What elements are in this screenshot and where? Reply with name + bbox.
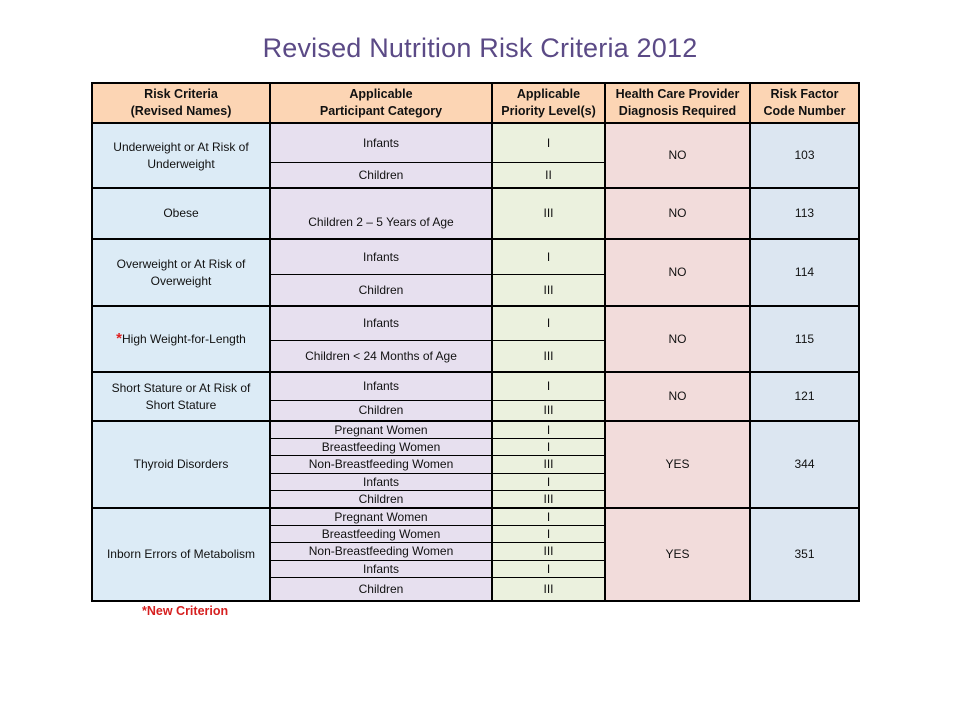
risk-criteria-cell: Inborn Errors of Metabolism [91, 506, 271, 603]
code-number-cell: 114 [749, 238, 860, 307]
priority-level-cell: II [491, 161, 606, 189]
code-number-cell: 113 [749, 187, 860, 240]
code-number-cell: 121 [749, 371, 860, 422]
participant-category-cell: Pregnant Women [269, 506, 493, 527]
risk-criteria-cell: Short Stature or At Risk of Short Statur… [91, 371, 271, 422]
participant-category-cell: Breastfeeding Women [269, 525, 493, 544]
priority-level-cell: I [491, 371, 606, 401]
table-row: Infants I [92, 559, 859, 578]
risk-criteria-cell: Thyroid Disorders [91, 420, 271, 509]
diagnosis-required-cell: NO [604, 122, 751, 189]
participant-category-cell: Breastfeeding Women [269, 438, 493, 457]
table-row: Children III [92, 273, 859, 307]
code-number-cell: 351 [749, 506, 860, 603]
priority-level-cell: I [491, 438, 606, 457]
table-header-row: Risk Criteria (Revised Names) Applicable… [91, 82, 860, 124]
table-row: Infants I [92, 472, 859, 491]
page-title: Revised Nutrition Risk Criteria 2012 [262, 33, 698, 63]
table-row: Children III [92, 399, 859, 422]
participant-category-cell: Children [269, 273, 493, 307]
participant-category-cell: Children [269, 161, 493, 189]
priority-level-cell: I [491, 472, 606, 491]
priority-level-cell: I [491, 122, 606, 163]
header-participant-category: Applicable Participant Category [269, 82, 493, 124]
new-criterion-marker: * [116, 329, 122, 347]
participant-category-cell: Infants [269, 371, 493, 401]
table-row: Short Stature or At Risk of Short Statur… [91, 371, 860, 422]
table-row: Underweight or At Risk of Underweight In… [91, 122, 860, 189]
priority-level-cell: I [491, 506, 606, 527]
participant-category-cell: Infants [269, 238, 493, 275]
priority-level-cell: III [491, 187, 606, 240]
table-row: Non-Breastfeeding Women III [92, 542, 859, 561]
diagnosis-required-cell: NO [604, 305, 751, 373]
priority-level-cell: III [491, 273, 606, 307]
table-row: *High Weight-for-Length Infants I NO 115 [91, 305, 860, 373]
table-row: Children III [92, 576, 859, 603]
priority-level-cell: I [491, 305, 606, 341]
risk-criteria-label: High Weight-for-Length [122, 331, 246, 346]
diagnosis-required-cell: NO [604, 187, 751, 240]
risk-criteria-cell: *High Weight-for-Length [91, 305, 271, 373]
priority-level-cell: III [491, 399, 606, 422]
priority-level-cell: III [491, 455, 606, 474]
diagnosis-required-cell: YES [604, 420, 751, 509]
priority-level-cell: I [491, 420, 606, 440]
risk-criteria-cell: Underweight or At Risk of Underweight [91, 122, 271, 189]
table-row: Children < 24 Months of Age III [92, 339, 859, 373]
participant-category-cell: Children [269, 399, 493, 422]
risk-criteria-cell: Obese [91, 187, 271, 240]
table-row: Non-Breastfeeding Women III [92, 455, 859, 474]
participant-category-cell: Infants [269, 122, 493, 163]
header-diagnosis-required: Health Care Provider Diagnosis Required [604, 82, 751, 124]
participant-category-cell: Non-Breastfeeding Women [269, 455, 493, 474]
diagnosis-required-cell: NO [604, 371, 751, 422]
risk-criteria-cell: Overweight or At Risk of Overweight [91, 238, 271, 307]
participant-category-cell: Infants [269, 472, 493, 491]
code-number-cell: 115 [749, 305, 860, 373]
participant-category-cell: Pregnant Women [269, 420, 493, 440]
participant-category-cell: Children < 24 Months of Age [269, 339, 493, 373]
priority-level-cell: I [491, 525, 606, 544]
header-code-number: Risk Factor Code Number [749, 82, 860, 124]
diagnosis-required-cell: NO [604, 238, 751, 307]
risk-criteria-table: Risk Criteria (Revised Names) Applicable… [91, 82, 860, 603]
diagnosis-required-cell: YES [604, 506, 751, 603]
code-number-cell: 344 [749, 420, 860, 509]
header-priority-level: Applicable Priority Level(s) [491, 82, 606, 124]
table-row: Thyroid Disorders Pregnant Women I YES 3… [91, 420, 860, 509]
priority-level-cell: I [491, 559, 606, 578]
table-row: Overweight or At Risk of Overweight Infa… [91, 238, 860, 307]
priority-level-cell: III [491, 542, 606, 561]
priority-level-cell: III [491, 576, 606, 603]
participant-category-cell: Children [269, 576, 493, 603]
priority-level-cell: III [491, 339, 606, 373]
table-row: Breastfeeding Women I [92, 525, 859, 544]
code-number-cell: 103 [749, 122, 860, 189]
participant-category-cell: Children 2 – 5 Years of Age [269, 187, 493, 240]
participant-category-cell: Infants [269, 305, 493, 341]
table-row: Inborn Errors of Metabolism Pregnant Wom… [91, 506, 860, 603]
participant-category-cell: Children [269, 489, 493, 509]
participant-category-cell: Infants [269, 559, 493, 578]
header-risk-criteria: Risk Criteria (Revised Names) [91, 82, 271, 124]
new-criterion-footnote: *New Criterion [142, 604, 229, 618]
table-row: Obese Children 2 – 5 Years of Age III NO… [91, 187, 860, 240]
participant-category-cell: Non-Breastfeeding Women [269, 542, 493, 561]
priority-level-cell: III [491, 489, 606, 509]
table-row: Breastfeeding Women I [92, 438, 859, 457]
priority-level-cell: I [491, 238, 606, 275]
table-row: Children II [92, 161, 859, 189]
